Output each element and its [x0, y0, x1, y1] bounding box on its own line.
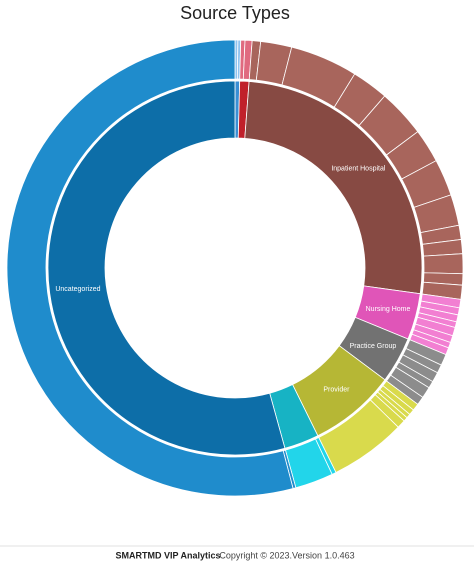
- segment-label: Practice Group: [350, 343, 397, 350]
- segment-label: Provider: [323, 387, 350, 394]
- labels: Inpatient Hospital Nursing Home Practice G…: [55, 165, 410, 393]
- segment-label: Inpatient Hospital: [331, 165, 386, 172]
- footer-copyright: Copyright © 2023.Version 1.0.463: [219, 550, 354, 560]
- chart-title: Source Types: [180, 3, 290, 23]
- footer-brand: SMARTMD VIP Analytics: [115, 550, 220, 560]
- inner-arc: [47, 80, 286, 456]
- outer-arc: [423, 253, 464, 275]
- segment-label: Nursing Home: [366, 306, 411, 313]
- sunburst: [6, 39, 464, 497]
- segment-label: Uncategorized: [55, 286, 100, 293]
- outer-arc: [6, 39, 294, 497]
